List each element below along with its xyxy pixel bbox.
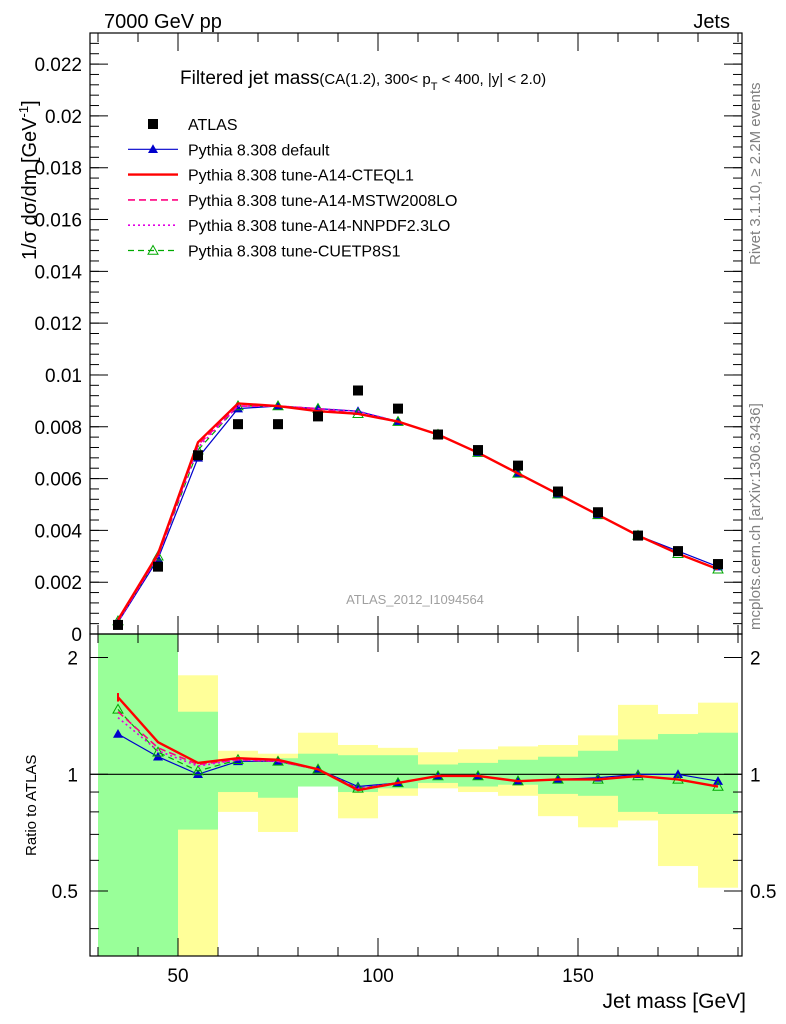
series-4-ratio-marker bbox=[192, 764, 204, 776]
main-y-tick-label: 0.02 bbox=[45, 107, 82, 128]
legend-marker-4 bbox=[147, 244, 159, 255]
axis-ticks: 0 0.002 0.004 0.006 0.008 0.01 0.012 0.014 0.016… bbox=[34, 33, 776, 987]
data-point bbox=[593, 507, 603, 518]
ratio-frame bbox=[89, 633, 743, 957]
green-band-bin bbox=[98, 634, 138, 956]
series-0-ratio-marker bbox=[193, 769, 203, 779]
atlas-data-points bbox=[113, 385, 723, 630]
ratio-y-tick-label-right: 2 bbox=[750, 649, 761, 670]
y-axis-label-ratio: Ratio to ATLAS bbox=[23, 755, 40, 856]
main-y-tick-label: 0.016 bbox=[34, 211, 82, 232]
x-tick-label: 100 bbox=[362, 966, 394, 987]
series-4-ratio-marker bbox=[152, 746, 164, 757]
data-point bbox=[433, 429, 443, 440]
green-band-bin bbox=[698, 732, 738, 814]
legend: ATLAS Pythia 8.308 default Pythia 8.308 tu… bbox=[128, 117, 457, 261]
main-y-tick-label: 0.008 bbox=[34, 418, 82, 439]
data-point bbox=[673, 546, 683, 557]
series-1-main-line bbox=[116, 402, 719, 621]
main-y-tick-label: 0.018 bbox=[34, 159, 82, 180]
series-4-ratio-marker bbox=[112, 703, 124, 714]
data-point bbox=[233, 419, 243, 430]
main-y-tick-label: 0.01 bbox=[45, 366, 82, 387]
legend-atlas-marker bbox=[148, 119, 158, 129]
data-point bbox=[353, 385, 363, 396]
legend-label-1: Pythia 8.308 tune-A14-CTEQL1 bbox=[188, 168, 414, 185]
series-0-ratio-marker bbox=[233, 756, 243, 766]
legend-label-3: Pythia 8.308 tune-A14-NNPDF2.3LO bbox=[188, 218, 450, 235]
main-y-tick-label: 0.014 bbox=[34, 262, 82, 283]
data-point bbox=[633, 530, 643, 541]
beam-energy-label: 7000 GeV pp bbox=[104, 11, 222, 33]
y-axis-label-main-end: ] bbox=[19, 100, 41, 106]
plot-title-subscript: T bbox=[431, 81, 438, 93]
y-axis-label-main-text: 1/σ dσ/dm [GeV bbox=[19, 117, 41, 260]
legend-marker-0 bbox=[148, 144, 158, 154]
rivet-version-label: Rivet 3.1.10, ≥ 2.2M events bbox=[747, 83, 764, 266]
x-tick-label: 50 bbox=[167, 966, 188, 987]
y-axis-label-main-exponent: -1 bbox=[16, 106, 31, 118]
data-point bbox=[553, 486, 563, 497]
main-y-tick-label: 0.006 bbox=[34, 470, 82, 491]
ratio-uncertainty-bands bbox=[98, 634, 738, 956]
observable-category-label: Jets bbox=[693, 11, 730, 33]
plot-title: Filtered jet mass(CA(1.2), 300< pT < 400… bbox=[180, 68, 546, 93]
main-y-tick-label: 0.022 bbox=[34, 55, 82, 76]
main-y-tick-label: 0.012 bbox=[34, 314, 82, 335]
x-axis-label: Jet mass [GeV] bbox=[602, 990, 746, 1013]
data-point bbox=[193, 450, 203, 461]
plot-title-detail: (CA(1.2), 300< p bbox=[319, 71, 430, 88]
data-point bbox=[473, 445, 483, 456]
main-y-tick-label: 0.002 bbox=[34, 573, 82, 594]
main-y-tick-label: 0.004 bbox=[34, 521, 82, 542]
ratio-y-tick-label: 2 bbox=[67, 649, 78, 670]
series-4-main-line bbox=[117, 405, 719, 622]
data-point bbox=[273, 419, 283, 430]
legend-label-4: Pythia 8.308 tune-CUETP8S1 bbox=[188, 244, 401, 261]
analysis-watermark: ATLAS_2012_I1094564 bbox=[346, 592, 484, 607]
data-point bbox=[153, 561, 163, 572]
plot-title-main: Filtered jet mass bbox=[180, 68, 319, 89]
legend-label-2: Pythia 8.308 tune-A14-MSTW2008LO bbox=[188, 193, 457, 210]
data-point bbox=[313, 411, 323, 422]
series-0-ratio-marker bbox=[113, 729, 123, 738]
green-band-bin bbox=[138, 634, 178, 956]
data-point bbox=[113, 619, 123, 630]
legend-label-0: Pythia 8.308 default bbox=[188, 142, 330, 159]
data-point bbox=[513, 460, 523, 471]
ratio-y-tick-label: 1 bbox=[67, 765, 78, 786]
legend-label-atlas: ATLAS bbox=[188, 117, 238, 134]
ratio-y-tick-label-right: 0.5 bbox=[750, 882, 776, 903]
mcplots-reference-label: mcplots.cern.ch [arXiv:1306.3436] bbox=[747, 403, 764, 630]
ratio-y-tick-label: 0.5 bbox=[52, 882, 78, 903]
y-axis-label-main: 1/σ dσ/dm [GeV-1] bbox=[16, 100, 41, 260]
data-point bbox=[393, 403, 403, 414]
x-tick-label: 150 bbox=[562, 966, 594, 987]
plot-title-tail: < 400, |y| < 2.0) bbox=[437, 71, 546, 88]
series-1-ratio-line bbox=[117, 696, 719, 792]
main-y-tick-label: 0 bbox=[71, 625, 82, 646]
ratio-y-tick-label-right: 1 bbox=[750, 765, 761, 786]
data-point bbox=[713, 559, 723, 570]
ratio-panel-series bbox=[90, 693, 742, 793]
